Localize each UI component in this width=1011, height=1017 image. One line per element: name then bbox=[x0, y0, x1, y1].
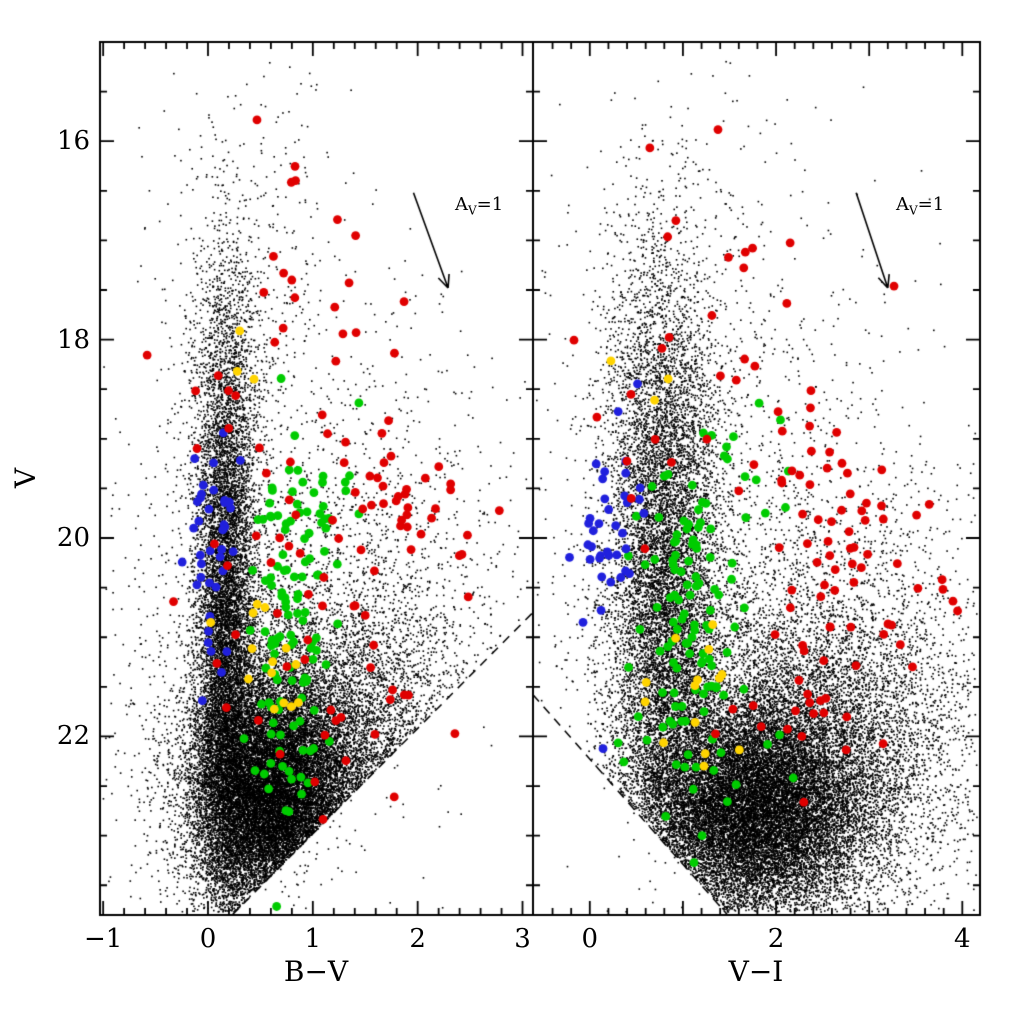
cmd-figure: V B−V V−I AV=1 AV=1 16 18 20 22 −1 0 1 2 3 0 2 4 bbox=[0, 0, 1011, 1017]
scatter-plot-canvas bbox=[0, 0, 1011, 1017]
